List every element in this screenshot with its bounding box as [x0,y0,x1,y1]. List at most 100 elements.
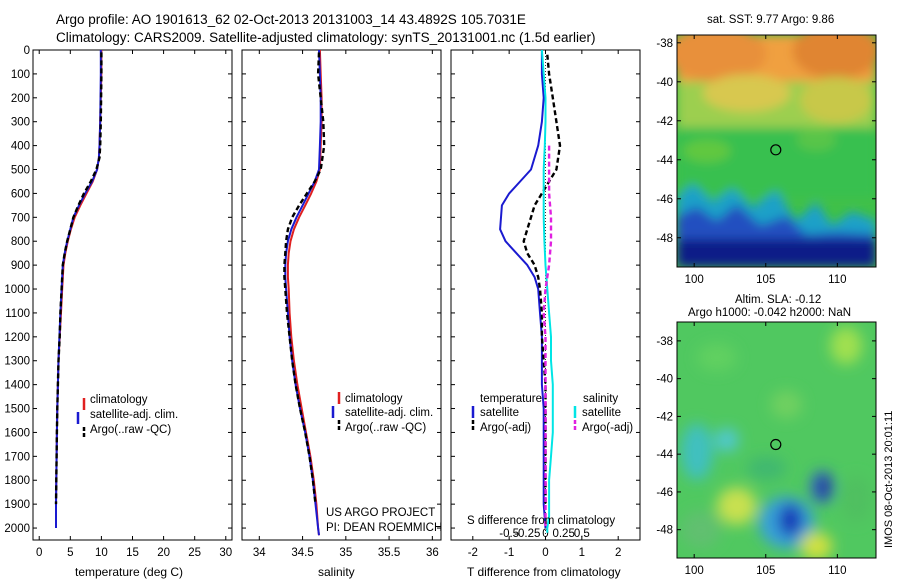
series-argo-raw-qc [54,52,103,505]
y-tick-label: 1500 [4,404,30,416]
field-patch [677,35,767,82]
difference-panel: -2 -1 0 1 2 -0.5-0.25 0 0.250.5 [450,49,641,559]
x-tick-label: 25 [188,547,201,559]
argo-position-marker [770,438,782,451]
map-x-tick-label: 110 [828,565,846,577]
temperature-xlabel: temperature (deg C) [75,565,183,579]
field-patch [677,239,876,267]
map-y-tick-label: -38 [656,38,673,50]
field-patch [778,503,803,537]
field-patch [702,74,791,112]
salinity-pi-note: PI: DEAN ROEMMICH [326,522,442,534]
map-y-tick-label: -40 [656,77,673,89]
y-tick-label: 2000 [4,523,30,535]
temperature-panel: 0100200300400500600700800900100011001200… [4,45,233,559]
difference-legend: temperature salinity satellite Argo(-adj… [471,393,633,434]
x-tick-label: 30 [219,547,232,559]
map-x-tick-label: 105 [756,565,775,577]
y-tick-label: 1300 [4,356,30,368]
field-patch [714,428,739,452]
map-x-tick-label: 110 [828,274,846,286]
salinity-project-note: US ARGO PROJECT [326,507,435,519]
y-tick-label: 1800 [4,475,30,487]
temperature-series-group [54,50,103,528]
y-tick-label: 800 [11,236,30,248]
sst_map-frame [676,34,877,268]
y-tick-label: 400 [11,141,30,153]
x-tick-label: 5 [67,547,73,559]
y-tick-label: 100 [11,69,30,81]
map-y-tick-label: -42 [656,116,673,128]
s-tick-label: 0 [542,528,548,540]
s-tick-label: -0.5 [499,528,519,540]
y-tick-label: 1000 [4,284,30,296]
legend-t-satellite: satellite [480,407,519,419]
x-tick-label: 0 [542,547,548,559]
field-patch [680,423,713,481]
map-y-tick-label: -44 [656,155,673,167]
y-tick-label: 1900 [4,499,30,511]
salinity-legend: climatology satellite-adj. clim. Argo(..… [331,392,433,434]
y-tick-label: 0 [24,45,30,57]
legend-salinity-title: salinity [583,393,618,405]
temperature-legend-satellite: satellite-adj. clim. [90,409,178,421]
sst-map-panel: -38 -40 -42 -44 -46 -48 100 105 110 [656,34,877,286]
salinity-xlabel: salinity [318,565,355,579]
sst_map-field [677,35,876,267]
legend-s-satellite: satellite [582,407,621,419]
salinity-panel: 34 34.5 35 35.5 36 [241,49,442,559]
map-y-tick-label: -46 [656,487,673,499]
difference-s-label: S difference from climatology [467,515,615,527]
sla-map-subtitle: Argo h1000: -0.042 h2000: NaN [688,307,851,319]
y-tick-label: 1700 [4,451,30,463]
sst-map-title: sat. SST: 9.77 Argo: 9.86 [707,14,834,26]
map-y-tick-label: -42 [656,411,673,423]
y-tick-label: 1600 [4,427,30,439]
series-temperature-satellite [499,50,547,529]
field-patch [840,475,873,523]
y-tick-label: 1400 [4,380,30,392]
map-y-tick-label: -38 [656,336,673,348]
sla_map-color-blobs [680,326,873,558]
s-tick-label: 0.5 [574,528,590,540]
s-tick-label: 0.25 [552,528,574,540]
temperature-legend: climatology satellite-adj. clim. Argo(..… [76,394,178,439]
y-tick-label: 300 [11,117,30,129]
map-y-tick-label: -44 [656,449,673,461]
legend-s-argo: Argo(-adj) [582,422,633,434]
x-tick-label: 2 [615,547,621,559]
title-line-2: Climatology: CARS2009. Satellite-adjuste… [56,30,596,45]
salinity-frame [241,49,442,541]
temperature-legend-climatology: climatology [90,394,148,406]
field-patch [818,475,831,500]
salinity-legend-satellite: satellite-adj. clim. [345,407,433,419]
sst_map-color-blobs [677,35,876,267]
series-argo-raw-qc [283,52,326,505]
x-tick-label: 34 [253,547,266,559]
x-tick-label: 34.5 [291,547,313,559]
x-tick-label: 35 [339,547,352,559]
field-patch [682,139,731,163]
map-y-tick-label: -48 [656,233,673,245]
salinity-series-group [283,50,326,536]
field-patch [716,487,757,525]
x-tick-label: 20 [157,547,170,559]
field-patch [696,343,737,372]
x-tick-label: 0 [36,547,42,559]
temperature-frame [32,49,233,541]
map-y-tick-label: -40 [656,374,673,386]
y-tick-label: 1200 [4,332,30,344]
legend-temperature-title: temperature [480,393,542,405]
sla_map-frame [676,321,877,559]
map-y-tick-label: -48 [656,525,673,537]
field-patch [677,127,876,198]
map-x-tick-label: 100 [685,565,704,577]
field-patch [680,510,721,549]
title-line-1: Argo profile: AO 1901613_62 02-Oct-2013 … [56,12,526,27]
field-patch [770,390,803,419]
x-tick-label: 1 [579,547,585,559]
series-satellite-adj-clim [284,50,322,536]
argo-position-marker [770,144,782,156]
y-tick-label: 200 [11,93,30,105]
